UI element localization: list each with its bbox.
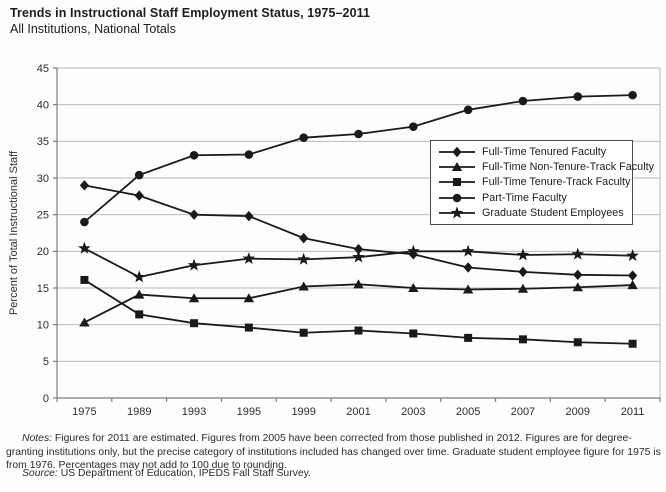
notes-label: Notes: xyxy=(22,433,53,444)
triangle-icon xyxy=(439,162,475,172)
svg-text:2009: 2009 xyxy=(566,406,590,418)
notes-body: Figures for 2011 are estimated. Figures … xyxy=(6,433,661,471)
source-label: Source: xyxy=(22,468,58,479)
svg-text:30: 30 xyxy=(37,173,49,185)
svg-text:2003: 2003 xyxy=(401,406,425,418)
svg-text:15: 15 xyxy=(37,283,49,295)
legend-item-star: Graduate Student Employees xyxy=(438,206,632,220)
svg-text:45: 45 xyxy=(37,63,49,75)
svg-text:10: 10 xyxy=(37,319,49,331)
source-text: Source: US Department of Education, IPED… xyxy=(22,468,662,479)
svg-text:2001: 2001 xyxy=(346,406,370,418)
legend-label: Part-Time Faculty xyxy=(482,191,567,204)
chart-title: Trends in Instructional Staff Employment… xyxy=(10,6,371,20)
svg-text:1989: 1989 xyxy=(127,406,151,418)
chart-subtitle: All Institutions, National Totals xyxy=(10,22,176,36)
svg-text:1999: 1999 xyxy=(291,406,315,418)
legend-item-diamond: Full-Time Tenured Faculty xyxy=(438,145,632,159)
svg-text:1995: 1995 xyxy=(237,406,261,418)
diamond-icon xyxy=(439,146,475,158)
chart-legend: Full-Time Tenured Faculty Full-Time Non-T… xyxy=(430,140,654,225)
legend-item-circle: Part-Time Faculty xyxy=(438,191,632,205)
chart-header: Trends in Instructional Staff Employment… xyxy=(10,6,660,36)
circle-icon xyxy=(439,193,475,202)
legend-item-square: Full-Time Tenure-Track Faculty xyxy=(438,175,632,189)
legend-label: Full-Time Tenure-Track Faculty xyxy=(482,176,631,189)
legend-item-triangle: Full-Time Non-Tenure-Track Faculty xyxy=(438,160,654,174)
svg-text:1975: 1975 xyxy=(72,406,96,418)
svg-text:35: 35 xyxy=(37,136,49,148)
svg-text:2005: 2005 xyxy=(456,406,480,418)
source-body: US Department of Education, IPEDS Fall S… xyxy=(57,468,311,479)
svg-text:25: 25 xyxy=(37,209,49,221)
svg-text:2011: 2011 xyxy=(621,406,645,418)
svg-text:2007: 2007 xyxy=(511,406,535,418)
svg-text:40: 40 xyxy=(37,99,49,111)
svg-text:Percent of Total Instructional: Percent of Total Instructional Staff xyxy=(8,150,20,315)
legend-label: Full-Time Non-Tenure-Track Faculty xyxy=(482,161,654,174)
square-icon xyxy=(439,178,475,187)
svg-text:5: 5 xyxy=(43,356,49,368)
svg-text:20: 20 xyxy=(37,246,49,258)
star-icon xyxy=(439,206,475,219)
legend-label: Full-Time Tenured Faculty xyxy=(482,146,607,159)
notes-text: Notes: Figures for 2011 are estimated. F… xyxy=(6,432,662,473)
svg-text:1993: 1993 xyxy=(182,406,206,418)
legend-label: Graduate Student Employees xyxy=(482,206,624,219)
svg-text:0: 0 xyxy=(43,393,49,405)
